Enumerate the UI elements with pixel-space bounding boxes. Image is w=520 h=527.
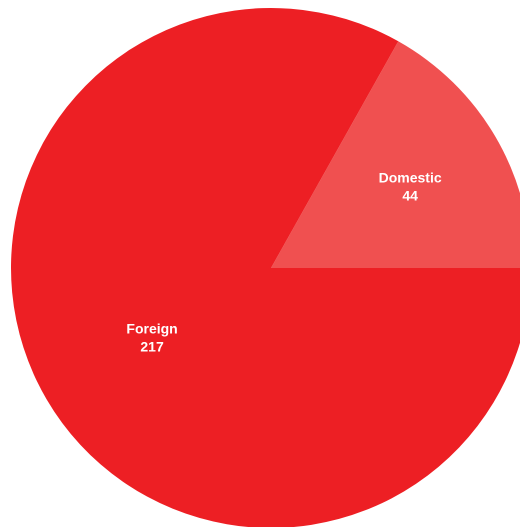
pie-slices bbox=[11, 8, 520, 527]
slice-label-domestic-name: Domestic bbox=[379, 170, 442, 186]
slice-label-domestic-value: 44 bbox=[402, 188, 418, 204]
slice-label-foreign-name: Foreign bbox=[126, 321, 177, 337]
pie-labels: Domestic 44 Foreign 217 bbox=[126, 170, 441, 355]
slice-label-foreign-value: 217 bbox=[140, 339, 164, 355]
pie-slice-foreign bbox=[11, 8, 520, 527]
pie-slice-domestic bbox=[271, 41, 520, 268]
